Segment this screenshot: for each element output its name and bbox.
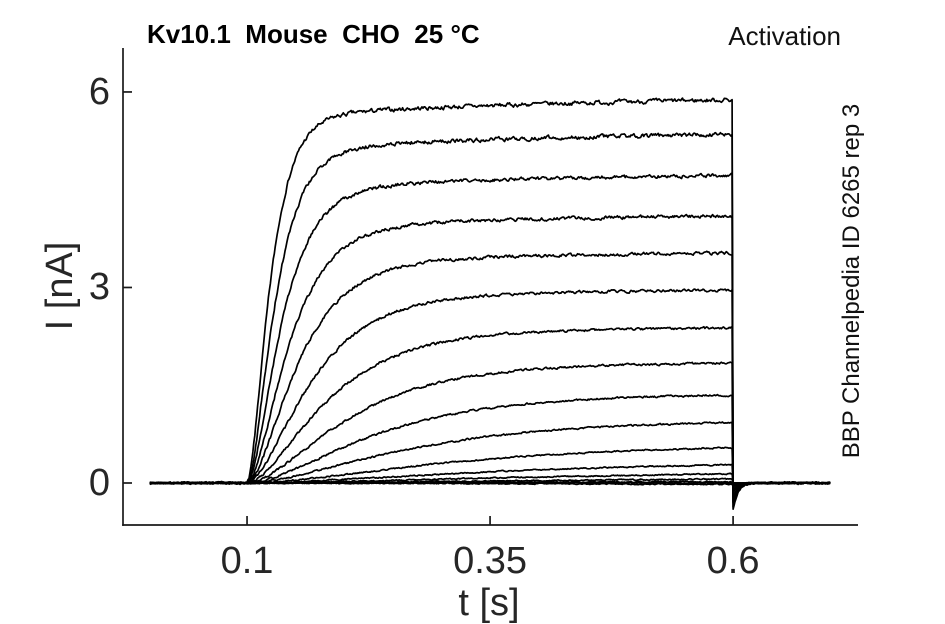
y-tick-label-0: 0 <box>88 461 110 504</box>
side-label: BBP Channelpedia ID 6265 rep 3 <box>838 103 865 459</box>
x-axis-label: t [s] <box>458 582 520 624</box>
trace-line-8 <box>149 393 831 491</box>
trace-line-0 <box>149 97 831 510</box>
trace-line-1 <box>149 131 831 508</box>
trace-line-16 <box>149 481 831 486</box>
y-tick-label-2: 6 <box>88 70 110 113</box>
axes <box>122 48 858 526</box>
trace-line-6 <box>149 325 831 494</box>
trace-line-4 <box>149 250 831 502</box>
x-tick-label-1: 0.35 <box>453 540 528 582</box>
corner-label: Activation <box>728 21 841 51</box>
traces <box>149 97 831 510</box>
x-tick-label-2: 0.6 <box>706 540 760 582</box>
y-tick-label-1: 3 <box>88 266 110 309</box>
trace-line-5 <box>149 288 831 498</box>
trace-line-2 <box>149 172 831 504</box>
trace-line-7 <box>149 361 831 493</box>
trace-line-3 <box>149 213 831 503</box>
x-tick-label-0: 0.1 <box>220 540 274 582</box>
chart-title: Kv10.1 Mouse CHO 25 °C <box>147 19 480 49</box>
